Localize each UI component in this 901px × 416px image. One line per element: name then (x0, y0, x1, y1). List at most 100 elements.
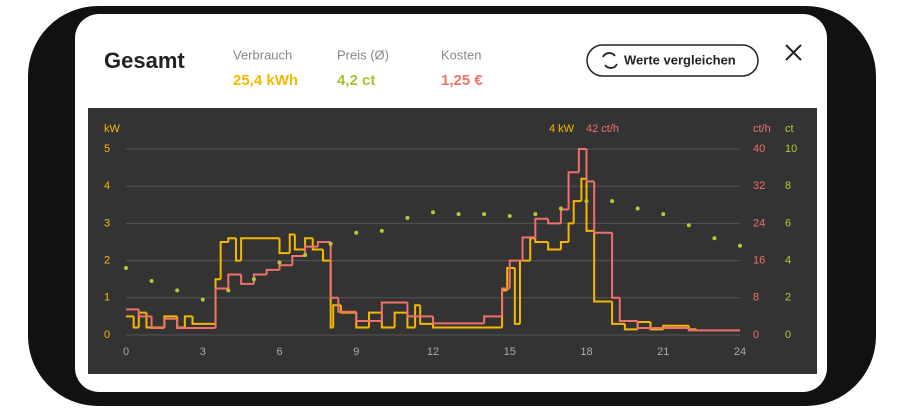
y3-tick-label: 2 (785, 292, 791, 304)
x-tick-label: 21 (657, 346, 669, 358)
compare-button[interactable]: Werte vergleichen (586, 44, 759, 77)
price-dot (584, 199, 589, 204)
y2-axis-label: ct/h (753, 123, 771, 135)
step-segment (278, 264, 293, 270)
price-dot (482, 212, 487, 217)
chart-area (88, 108, 817, 374)
price-dot (354, 230, 359, 235)
step-segment (227, 273, 242, 289)
metric-label: Preis (Ø) (337, 47, 389, 62)
close-icon[interactable] (785, 44, 802, 61)
metric-label: Verbrauch (233, 47, 292, 62)
y3-tick-label: 6 (785, 217, 791, 229)
title: Gesamt (104, 48, 185, 73)
step-segment (176, 318, 216, 330)
step-segment (593, 230, 613, 303)
step-segment (414, 304, 421, 328)
price-dot (661, 212, 666, 217)
price-dot (686, 223, 691, 228)
step-segment (687, 328, 740, 332)
x-tick-label: 15 (504, 346, 516, 358)
step-segment (240, 237, 280, 261)
step-segment (150, 316, 165, 330)
step-segment (355, 311, 382, 323)
step-segment (337, 297, 357, 313)
step-segment (393, 311, 408, 328)
price-dot (610, 199, 615, 204)
step-segment (406, 302, 433, 318)
step-segment (368, 311, 382, 328)
y2-tick-label: 0 (753, 329, 759, 341)
price-dot (635, 206, 640, 211)
price-dot (533, 212, 538, 217)
step-segment (293, 234, 306, 251)
metric-value: 1,25 € (441, 72, 483, 89)
step-segment (513, 268, 520, 325)
y2-tick-label: 40 (753, 143, 765, 155)
step-segment (311, 238, 323, 251)
price-dot (251, 277, 256, 282)
step-segment (219, 241, 229, 280)
step-segment (534, 217, 549, 238)
step-segment (265, 268, 280, 275)
step-segment (580, 177, 587, 202)
price-dot (712, 236, 717, 241)
step-segment (506, 267, 515, 291)
x-tick-label: 6 (276, 346, 282, 358)
step-segment (611, 301, 625, 325)
y-tick-label: 0 (104, 329, 110, 341)
x-tick-label: 12 (427, 346, 439, 358)
step-segment (304, 245, 318, 256)
step-segment (611, 232, 620, 299)
step-segment (380, 301, 408, 322)
step-segment (567, 171, 579, 210)
y-tick-label: 1 (104, 292, 110, 304)
annotation: 42 ct/h (586, 123, 619, 135)
step-segment (547, 242, 561, 251)
step-segment (278, 238, 290, 255)
x-tick-label: 0 (123, 346, 129, 358)
y3-tick-label: 4 (785, 255, 791, 267)
step-segment (585, 149, 595, 183)
step-segment (316, 241, 331, 247)
price-dot (226, 288, 231, 293)
y-axis-label: kW (104, 123, 121, 135)
price-dot (175, 288, 180, 293)
x-tick-label: 3 (200, 346, 206, 358)
x-tick-label: 24 (734, 346, 746, 358)
step-segment (432, 316, 485, 325)
step-segment (636, 321, 689, 330)
price-dot (405, 215, 410, 220)
step-segment (183, 315, 193, 328)
step-segment (618, 297, 638, 323)
price-dot (456, 212, 461, 217)
y3-axis-label: ct (785, 123, 794, 135)
step-segment (288, 233, 295, 254)
price-dot (303, 253, 308, 258)
metric-value: 25,4 kWh (233, 72, 298, 89)
button-outline[interactable] (586, 44, 759, 77)
y-tick-label: 2 (104, 255, 110, 267)
price-dot (149, 279, 154, 284)
metric-label: Kosten (441, 47, 481, 62)
step-segment (559, 241, 569, 250)
price-dot (431, 210, 435, 215)
price-dot (277, 260, 282, 265)
y3-tick-label: 0 (785, 329, 791, 341)
button-label[interactable]: Werte vergleichen (624, 52, 736, 67)
step-segment (547, 218, 561, 225)
y3-tick-label: 10 (785, 143, 797, 155)
step-segment (567, 222, 574, 242)
y2-tick-label: 8 (753, 292, 759, 304)
step-segment (321, 249, 331, 262)
step-segment (577, 148, 587, 173)
step-segment (191, 316, 216, 325)
step-segment (483, 315, 503, 324)
y3-tick-label: 8 (785, 180, 791, 192)
price-dot (558, 206, 563, 211)
step-segment (214, 287, 229, 329)
step-segment (623, 323, 638, 331)
step-segment (137, 309, 152, 318)
